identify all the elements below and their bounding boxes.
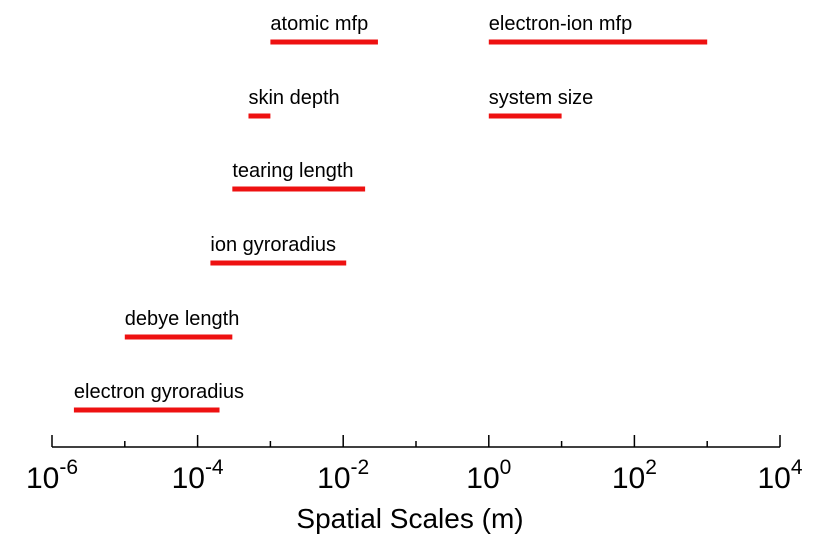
x-tick-label: 100 — [466, 456, 511, 495]
x-axis-title: Spatial Scales (m) — [296, 503, 523, 534]
range-label-ion-gyroradius: ion gyroradius — [210, 234, 336, 256]
range-label-skin-depth: skin depth — [248, 87, 339, 109]
x-tick-label: 104 — [757, 456, 802, 495]
range-label-electron-ion-mfp: electron-ion mfp — [489, 13, 632, 35]
range-label-electron-gyroradius: electron gyroradius — [74, 381, 244, 403]
x-tick-label: 10-4 — [172, 456, 224, 495]
range-label-debye-length: debye length — [125, 308, 240, 330]
range-bars — [73, 39, 708, 413]
x-tick-label: 10-2 — [317, 456, 369, 495]
range-labels: atomic mfp electron-ion mfp skin depth syst… — [74, 13, 632, 403]
range-label-tearing-length: tearing length — [232, 160, 353, 182]
x-tick-label: 102 — [612, 456, 657, 495]
x-tick-label: 10-6 — [26, 456, 78, 495]
range-label-system-size: system size — [489, 87, 593, 109]
range-label-atomic-mfp: atomic mfp — [270, 13, 368, 35]
x-axis: 10-6 10-4 10-2 100 102 104 — [26, 435, 803, 495]
